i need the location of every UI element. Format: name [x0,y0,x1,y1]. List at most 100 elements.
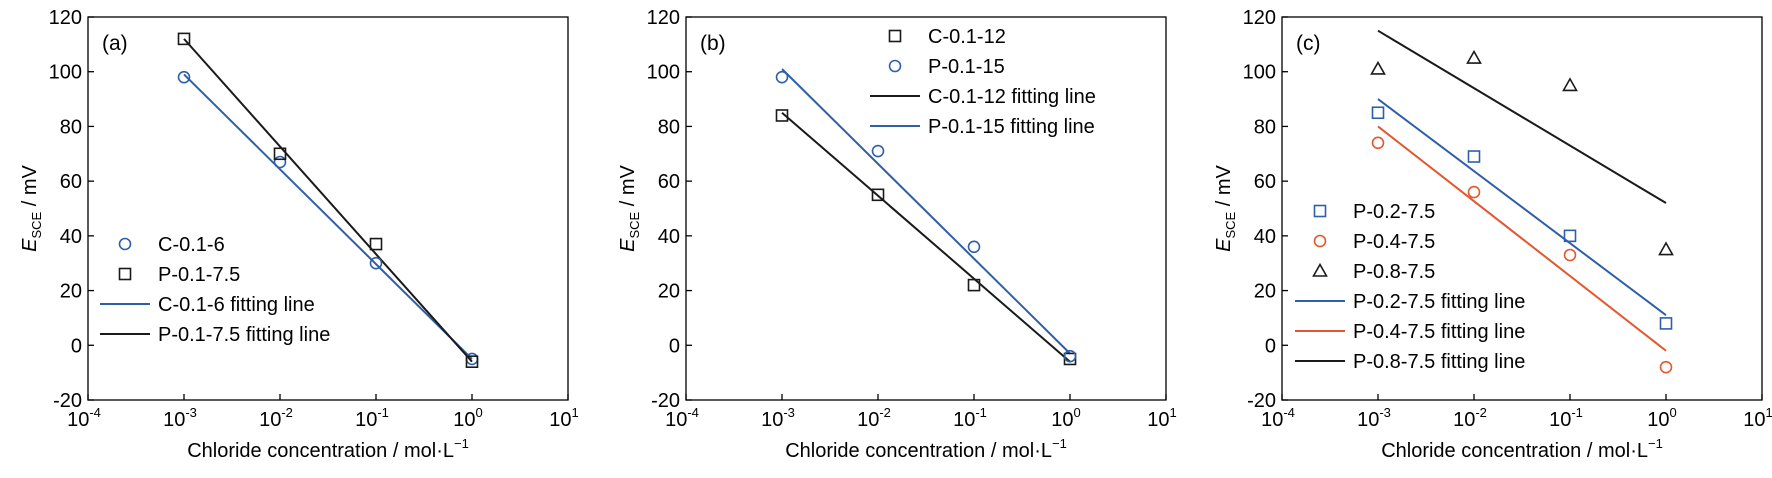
y-tick-label: 100 [49,62,82,84]
data-point-circle [273,155,287,169]
y-tick-label: 40 [658,226,680,248]
fit-line [1377,29,1667,204]
data-point-triangle [1562,77,1578,92]
data-point-circle [1659,360,1673,374]
y-tick-label: 0 [669,335,680,357]
y-tick-label: 20 [658,281,680,303]
plot-frame [685,16,1167,401]
y-tick-label: 120 [1243,7,1276,29]
x-tick-label: 10-4 [1261,405,1295,431]
data-point-triangle [1370,60,1386,75]
x-tick-label: 10-4 [67,405,101,431]
y-tick-label: 100 [1243,62,1276,84]
y-tick-label: 60 [658,171,680,193]
x-axis-title: Chloride concentration / mol·L−1 [1381,436,1663,462]
data-point-circle [369,256,383,270]
x-tick-label: 10-2 [857,405,891,431]
panel-label: (a) [102,32,128,55]
data-point-square [871,188,885,202]
y-axis-title: ESCE / mV [1213,164,1238,251]
legend-marker-swatch [118,237,132,251]
legend: P-0.2-7.5 P-0.4-7.5 P-0.8-7.5 P-0.2-7.5 fit… [1295,201,1525,373]
y-tick-label: -20 [1247,390,1276,412]
data-point-circle [775,70,789,84]
y-tick-label: -20 [651,390,680,412]
plot-frame [1281,16,1763,401]
legend-label: P-0.8-7.5 fitting line [1353,351,1525,373]
data-point-square [273,147,287,161]
y-tick-label: 0 [71,335,82,357]
data-point-square [967,278,981,292]
x-tick-label: 100 [1647,405,1676,431]
chart-panel-0: -20 0 20 40 60 80 100 120 10-4 10-3 10-2 10-1 100 101… [19,7,579,462]
data-point-circle [1563,248,1577,262]
legend-label: C-0.1-6 [158,234,225,256]
y-tick-label: 80 [658,116,680,138]
legend-marker-swatch [888,29,902,43]
legend: C-0.1-12 P-0.1-15 C-0.1-12 fitting line P-0… [870,26,1096,138]
fit-line [183,38,473,363]
x-tick-label: 10-1 [355,405,389,431]
x-tick-label: 101 [1743,405,1772,431]
x-tick-label: 101 [549,405,578,431]
panel-label: (b) [700,32,726,55]
data-point-circle [1371,136,1385,150]
plot-area [177,32,479,369]
y-tick-label: -20 [53,390,82,412]
plot-frame [87,16,569,401]
y-axis-title: ESCE / mV [617,164,642,251]
data-point-circle [1467,185,1481,199]
legend-marker-swatch [118,267,132,281]
data-point-circle [177,70,191,84]
x-tick-label: 10-1 [953,405,987,431]
y-tick-label: 40 [60,226,82,248]
legend-label: P-0.1-7.5 [158,264,240,286]
y-tick-label: 60 [60,171,82,193]
x-tick-label: 10-3 [1357,405,1391,431]
data-point-square [369,237,383,251]
x-tick-label: 10-2 [259,405,293,431]
y-tick-label: 120 [49,7,82,29]
legend-label: P-0.2-7.5 fitting line [1353,291,1525,313]
y-tick-label: 20 [60,281,82,303]
x-tick-label: 101 [1147,405,1176,431]
fit-line [781,111,1071,363]
chart-panel-1: -20 0 20 40 60 80 100 120 10-4 10-3 10-2 10-1 100 101… [617,7,1177,462]
legend-marker-swatch [1313,204,1327,218]
legend-label: C-0.1-12 [928,26,1006,48]
legend-marker-swatch [1313,234,1327,248]
panel-label: (c) [1296,32,1321,55]
legend-label: P-0.1-7.5 fitting line [158,324,330,346]
plot-area [1370,29,1674,374]
x-tick-label: 10-3 [761,405,795,431]
legend-marker-swatch [888,59,902,73]
y-tick-label: 80 [1254,116,1276,138]
data-point-square [1467,150,1481,163]
data-point-square [1563,229,1577,243]
data-point-circle [1063,349,1077,363]
data-point-square [775,109,789,122]
y-tick-label: 20 [1254,281,1276,303]
fit-line [781,68,1071,355]
fit-line [183,73,473,360]
y-tick-label: 60 [1254,171,1276,193]
legend-label: P-0.1-15 [928,56,1005,78]
legend-label: P-0.1-15 fitting line [928,116,1095,138]
data-point-square [1371,106,1385,120]
plot-area [775,68,1077,366]
x-axis-title: Chloride concentration / mol·L−1 [785,436,1067,462]
fit-line [1377,125,1667,352]
chart-panel-2: -20 0 20 40 60 80 100 120 10-4 10-3 10-2 10-1 100 101… [1213,7,1772,462]
y-tick-label: 120 [647,7,680,29]
data-point-square [465,355,479,369]
legend-marker-swatch [1312,262,1328,277]
legend-label: P-0.8-7.5 [1353,261,1435,283]
data-point-circle [871,144,885,158]
data-point-triangle [1466,49,1482,64]
fit-line [1377,98,1667,316]
data-point-square [177,32,191,46]
x-tick-label: 10-3 [163,405,197,431]
legend-label: P-0.4-7.5 [1353,231,1435,253]
x-axis-title: Chloride concentration / mol·L−1 [187,436,469,462]
